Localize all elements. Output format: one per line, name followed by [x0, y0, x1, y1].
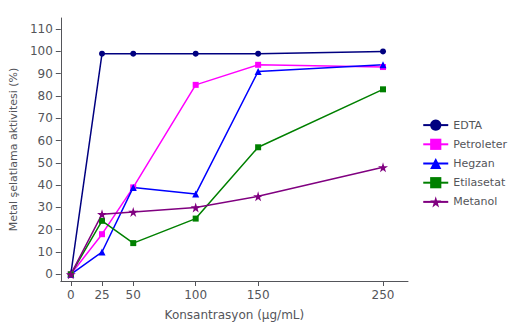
svg-text:Hegzan: Hegzan [453, 157, 495, 170]
svg-text:150: 150 [247, 288, 270, 302]
svg-text:20: 20 [38, 223, 53, 237]
svg-text:Petroleter: Petroleter [453, 138, 507, 151]
svg-text:25: 25 [94, 288, 109, 302]
svg-text:Etilasetat: Etilasetat [453, 176, 506, 189]
svg-text:60: 60 [38, 134, 53, 148]
svg-text:Metal şelatlama aktivitesi (%): Metal şelatlama aktivitesi (%) [7, 68, 20, 232]
svg-text:EDTA: EDTA [453, 119, 482, 132]
svg-text:50: 50 [126, 288, 141, 302]
svg-text:Metanol: Metanol [453, 195, 497, 208]
svg-text:0: 0 [67, 288, 75, 302]
svg-text:80: 80 [38, 89, 53, 103]
svg-text:40: 40 [38, 178, 53, 192]
svg-text:10: 10 [38, 245, 53, 259]
svg-text:30: 30 [38, 200, 53, 214]
svg-text:Konsantrasyon (μg/mL): Konsantrasyon (μg/mL) [165, 308, 305, 322]
svg-text:0: 0 [45, 267, 53, 281]
svg-text:90: 90 [38, 67, 53, 81]
svg-text:70: 70 [38, 111, 53, 125]
svg-text:250: 250 [372, 288, 395, 302]
svg-text:50: 50 [38, 156, 53, 170]
svg-text:100: 100 [184, 288, 207, 302]
svg-text:100: 100 [30, 44, 53, 58]
svg-text:110: 110 [30, 22, 53, 36]
